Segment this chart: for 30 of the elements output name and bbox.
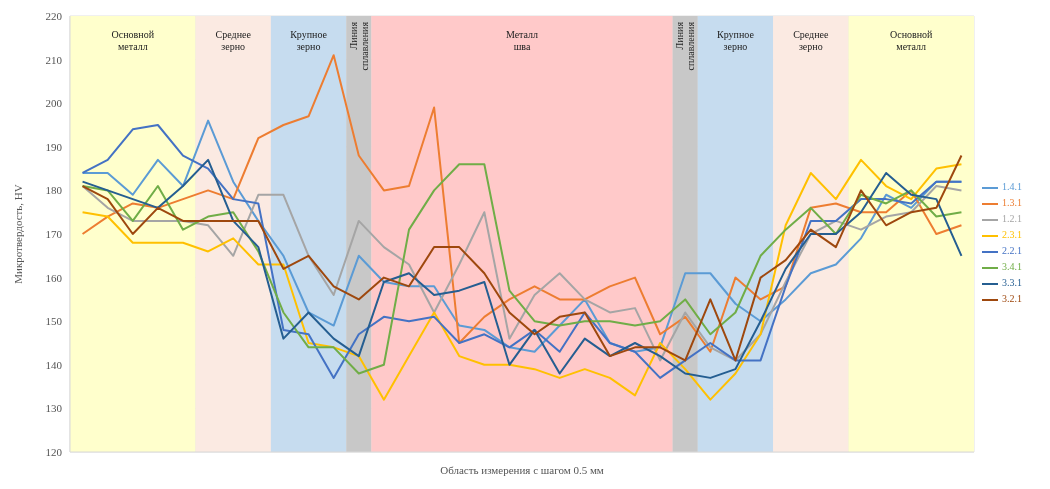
y-tick-label: 220 xyxy=(45,9,63,22)
annotation: Металл шва xyxy=(505,29,539,52)
legend-label: 1.4.1 xyxy=(1002,181,1022,193)
y-tick-label: 170 xyxy=(45,227,63,240)
legend-label: 3.4.1 xyxy=(1002,261,1022,273)
y-axis-title: Микротвердость, HV xyxy=(11,184,24,284)
annotation: Линия сплавления xyxy=(674,21,697,71)
annotation: Среднее зерно xyxy=(793,29,829,52)
y-tick-label: 140 xyxy=(45,358,63,371)
legend-label: 1.3.1 xyxy=(1002,197,1022,209)
annotation: Крупное зерно xyxy=(290,29,328,52)
y-tick-label: 200 xyxy=(45,97,63,110)
legend-label: 2.3.1 xyxy=(1002,229,1022,241)
annotation: Основной металл xyxy=(111,29,155,52)
y-tick-label: 180 xyxy=(45,184,63,197)
y-tick-label: 130 xyxy=(45,402,63,415)
annotation: Среднее зерно xyxy=(215,29,252,52)
legend-label: 1.2.1 xyxy=(1002,213,1022,225)
y-tick-label: 210 xyxy=(45,53,63,66)
legend-label: 3.2.1 xyxy=(1002,293,1022,305)
x-axis-title: Область измерения с шагом 0.5 мм xyxy=(440,464,604,476)
y-tick-label: 190 xyxy=(45,140,63,153)
y-tick-label: 120 xyxy=(45,445,63,458)
annotation: Линия сплавления xyxy=(347,21,370,71)
legend-label: 3.3.1 xyxy=(1002,277,1022,289)
annotation: Основной металл xyxy=(890,29,934,52)
y-tick-label: 160 xyxy=(45,271,63,284)
legend-label: 2.2.1 xyxy=(1002,245,1022,257)
y-tick-label: 150 xyxy=(45,315,63,328)
annotation: Крупное зерно xyxy=(717,29,755,52)
